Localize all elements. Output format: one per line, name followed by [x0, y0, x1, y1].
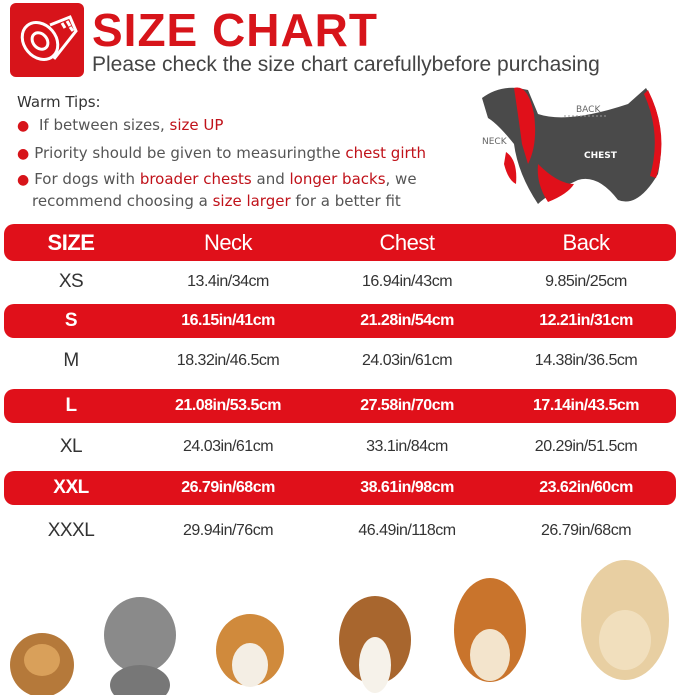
page-title: SIZE CHART [92, 4, 378, 56]
cell-chest: 16.94in/43cm [361, 273, 453, 290]
beagle-photo [339, 596, 411, 693]
cell-back: 14.38in/36.5cm [534, 352, 638, 369]
cell-size: M [63, 350, 79, 371]
bullet-icon: ● [17, 118, 30, 134]
golden-retriever-photo [581, 560, 669, 680]
cell-chest: 33.1in/84cm [366, 438, 448, 455]
cell-neck: 16.15in/41cm [181, 312, 275, 329]
table-row: M 18.32in/46.5cm 24.03in/61cm 14.38in/36.5c… [4, 344, 676, 378]
cell-size: XL [59, 436, 83, 457]
tip-item: ● For dogs with broader chests and longer… [17, 170, 417, 188]
table-row: XXXL 29.94in/76cm 46.49in/118cm 26.79in/68c… [4, 514, 676, 548]
cell-back: 23.62in/60cm [539, 479, 633, 496]
cell-neck: 21.08in/53.5cm [175, 397, 281, 414]
bullet-icon: ● [17, 146, 30, 162]
cell-chest: 46.49in/118cm [358, 522, 456, 539]
cell-chest: 38.61in/98cm [360, 479, 454, 496]
table-row: XXL 26.79in/68cm 38.61in/98cm 23.62in/60cm [4, 471, 676, 505]
cell-size: XXXL [47, 520, 95, 541]
table-row: XS 13.4in/34cm 16.94in/43cm 9.85in/25cm [4, 265, 676, 299]
dog-photos [10, 560, 669, 695]
dog-harness-diagram: BACK NECK CHEST [482, 87, 662, 204]
cell-back: 12.21in/31cm [539, 312, 633, 329]
cell-back: 9.85in/25cm [545, 273, 627, 290]
table-row: S 16.15in/41cm 21.28in/54cm 12.21in/31cm [4, 304, 676, 338]
cell-size: S [64, 310, 78, 331]
cell-back: 20.29in/51.5cm [534, 438, 638, 455]
chest-label: CHEST [584, 151, 618, 161]
cell-back: 17.14in/43.5cm [533, 397, 639, 414]
shiba-photo [454, 578, 526, 682]
tips-title: Warm Tips: [17, 93, 101, 111]
cell-neck: 29.94in/76cm [182, 522, 274, 539]
header-size: SIZE [47, 229, 95, 255]
header-neck: Neck [203, 229, 253, 255]
table-header: SIZE Neck Chest Back [4, 224, 676, 261]
neck-label: NECK [482, 137, 508, 147]
tip-item: ● If between sizes, size UP [17, 116, 224, 134]
tip-item-continued: recommend choosing a size larger for a b… [32, 192, 401, 210]
page-subtitle: Please check the size chart carefullybef… [92, 53, 600, 76]
back-label: BACK [576, 105, 601, 115]
corgi-photo [216, 614, 284, 687]
cell-neck: 26.79in/68cm [181, 479, 275, 496]
poodle-photo [104, 597, 176, 695]
cell-back: 26.79in/68cm [540, 522, 632, 539]
yorkie-photo [10, 633, 74, 695]
tape-measure-icon [10, 3, 84, 77]
cell-neck: 13.4in/34cm [187, 273, 269, 290]
cell-size: XXL [53, 477, 89, 498]
table-row: L 21.08in/53.5cm 27.58in/70cm 17.14in/43.5c… [4, 389, 676, 423]
cell-neck: 24.03in/61cm [182, 438, 274, 455]
cell-size: XS [58, 271, 84, 292]
cell-chest: 21.28in/54cm [360, 312, 454, 329]
cell-chest: 24.03in/61cm [361, 352, 453, 369]
bullet-icon: ● [17, 172, 30, 188]
cell-neck: 18.32in/46.5cm [176, 352, 280, 369]
header-back: Back [562, 229, 610, 255]
cell-size: L [65, 395, 77, 416]
table-row: XL 24.03in/61cm 33.1in/84cm 20.29in/51.5cm [4, 430, 676, 464]
cell-chest: 27.58in/70cm [360, 397, 454, 414]
tip-item: ● Priority should be given to measuringth… [17, 144, 427, 162]
header-chest: Chest [379, 229, 435, 255]
